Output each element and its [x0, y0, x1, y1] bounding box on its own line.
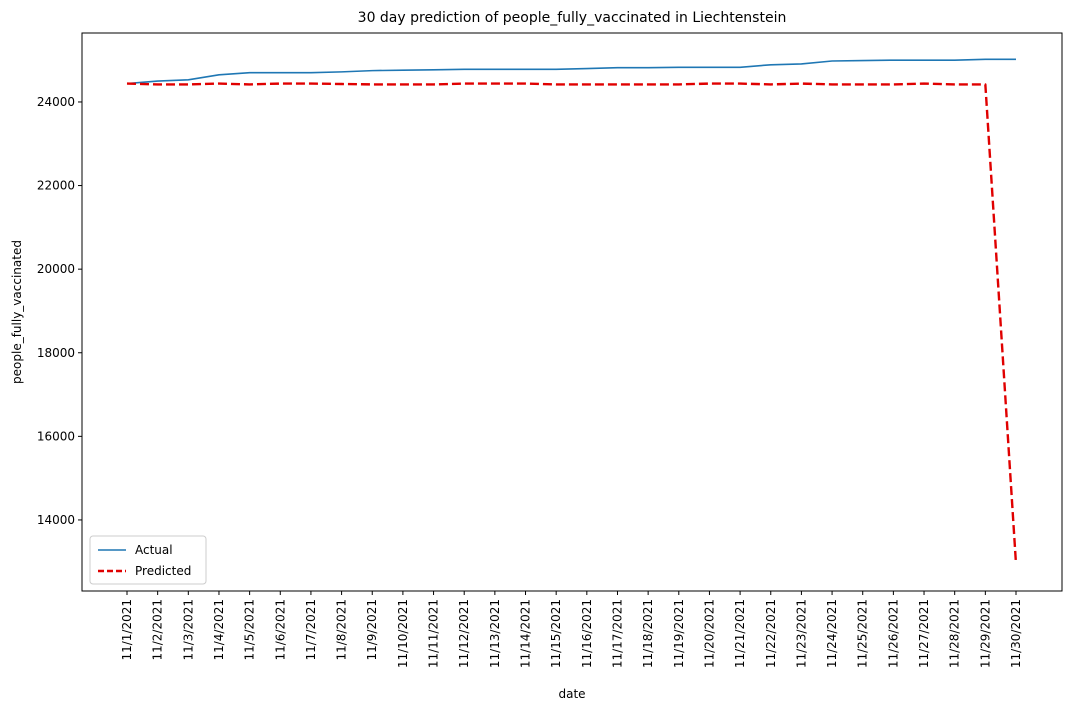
x-tick-label: 11/19/2021 [672, 599, 686, 668]
plot-frame [81, 32, 1063, 592]
legend-label-predicted: Predicted [135, 564, 191, 578]
x-tick-label: 11/24/2021 [825, 599, 839, 668]
y-tick-label: 20000 [37, 262, 75, 276]
y-axis: 14000 16000 18000 20000 22000 24000 [37, 95, 82, 527]
x-tick-label: 11/25/2021 [856, 599, 870, 668]
y-tick-label: 24000 [37, 95, 75, 109]
x-axis: 11/1/2021 11/2/2021 11/3/2021 11/4/2021 11/5… [120, 591, 1023, 668]
x-tick-label: 11/9/2021 [365, 599, 379, 661]
x-tick-label: 11/11/2021 [427, 599, 441, 668]
x-axis-label: date [558, 687, 585, 701]
x-tick-label: 11/4/2021 [212, 599, 226, 661]
series-line-predicted [126, 82, 1018, 564]
x-tick-label: 11/7/2021 [304, 599, 318, 661]
x-tick-label: 11/2/2021 [151, 599, 165, 661]
x-tick-label: 11/8/2021 [335, 599, 349, 661]
x-tick-label: 11/30/2021 [1009, 599, 1023, 668]
x-tick-label: 11/23/2021 [794, 599, 808, 668]
x-tick-label: 11/27/2021 [917, 599, 931, 668]
x-tick-label: 11/6/2021 [273, 599, 287, 661]
x-tick-label: 11/21/2021 [733, 599, 747, 668]
x-tick-label: 11/5/2021 [243, 599, 257, 661]
x-tick-label: 11/18/2021 [641, 599, 655, 668]
y-tick-label: 18000 [37, 346, 75, 360]
x-tick-label: 11/17/2021 [610, 599, 624, 668]
y-axis-label: people_fully_vaccinated [10, 240, 24, 384]
chart-title: 30 day prediction of people_fully_vaccin… [358, 10, 787, 26]
y-tick-label: 22000 [37, 179, 75, 193]
y-tick-label: 16000 [37, 429, 75, 443]
series-line-actual [126, 58, 1016, 85]
x-tick-label: 11/16/2021 [580, 599, 594, 668]
x-tick-label: 11/22/2021 [764, 599, 778, 668]
x-tick-label: 11/15/2021 [549, 599, 563, 668]
legend: Actual Predicted [89, 535, 207, 585]
x-tick-label: 11/14/2021 [519, 599, 533, 668]
series-layer [126, 58, 1018, 564]
y-tick-label: 14000 [37, 513, 75, 527]
x-tick-label: 11/10/2021 [396, 599, 410, 668]
x-tick-label: 11/20/2021 [702, 599, 716, 668]
legend-label-actual: Actual [135, 543, 173, 557]
x-tick-label: 11/3/2021 [181, 599, 195, 661]
x-tick-label: 11/12/2021 [457, 599, 471, 668]
x-tick-label: 11/29/2021 [978, 599, 992, 668]
x-tick-label: 11/26/2021 [886, 599, 900, 668]
x-tick-label: 11/1/2021 [120, 599, 134, 661]
x-tick-label: 11/13/2021 [488, 599, 502, 668]
x-tick-label: 11/28/2021 [948, 599, 962, 668]
